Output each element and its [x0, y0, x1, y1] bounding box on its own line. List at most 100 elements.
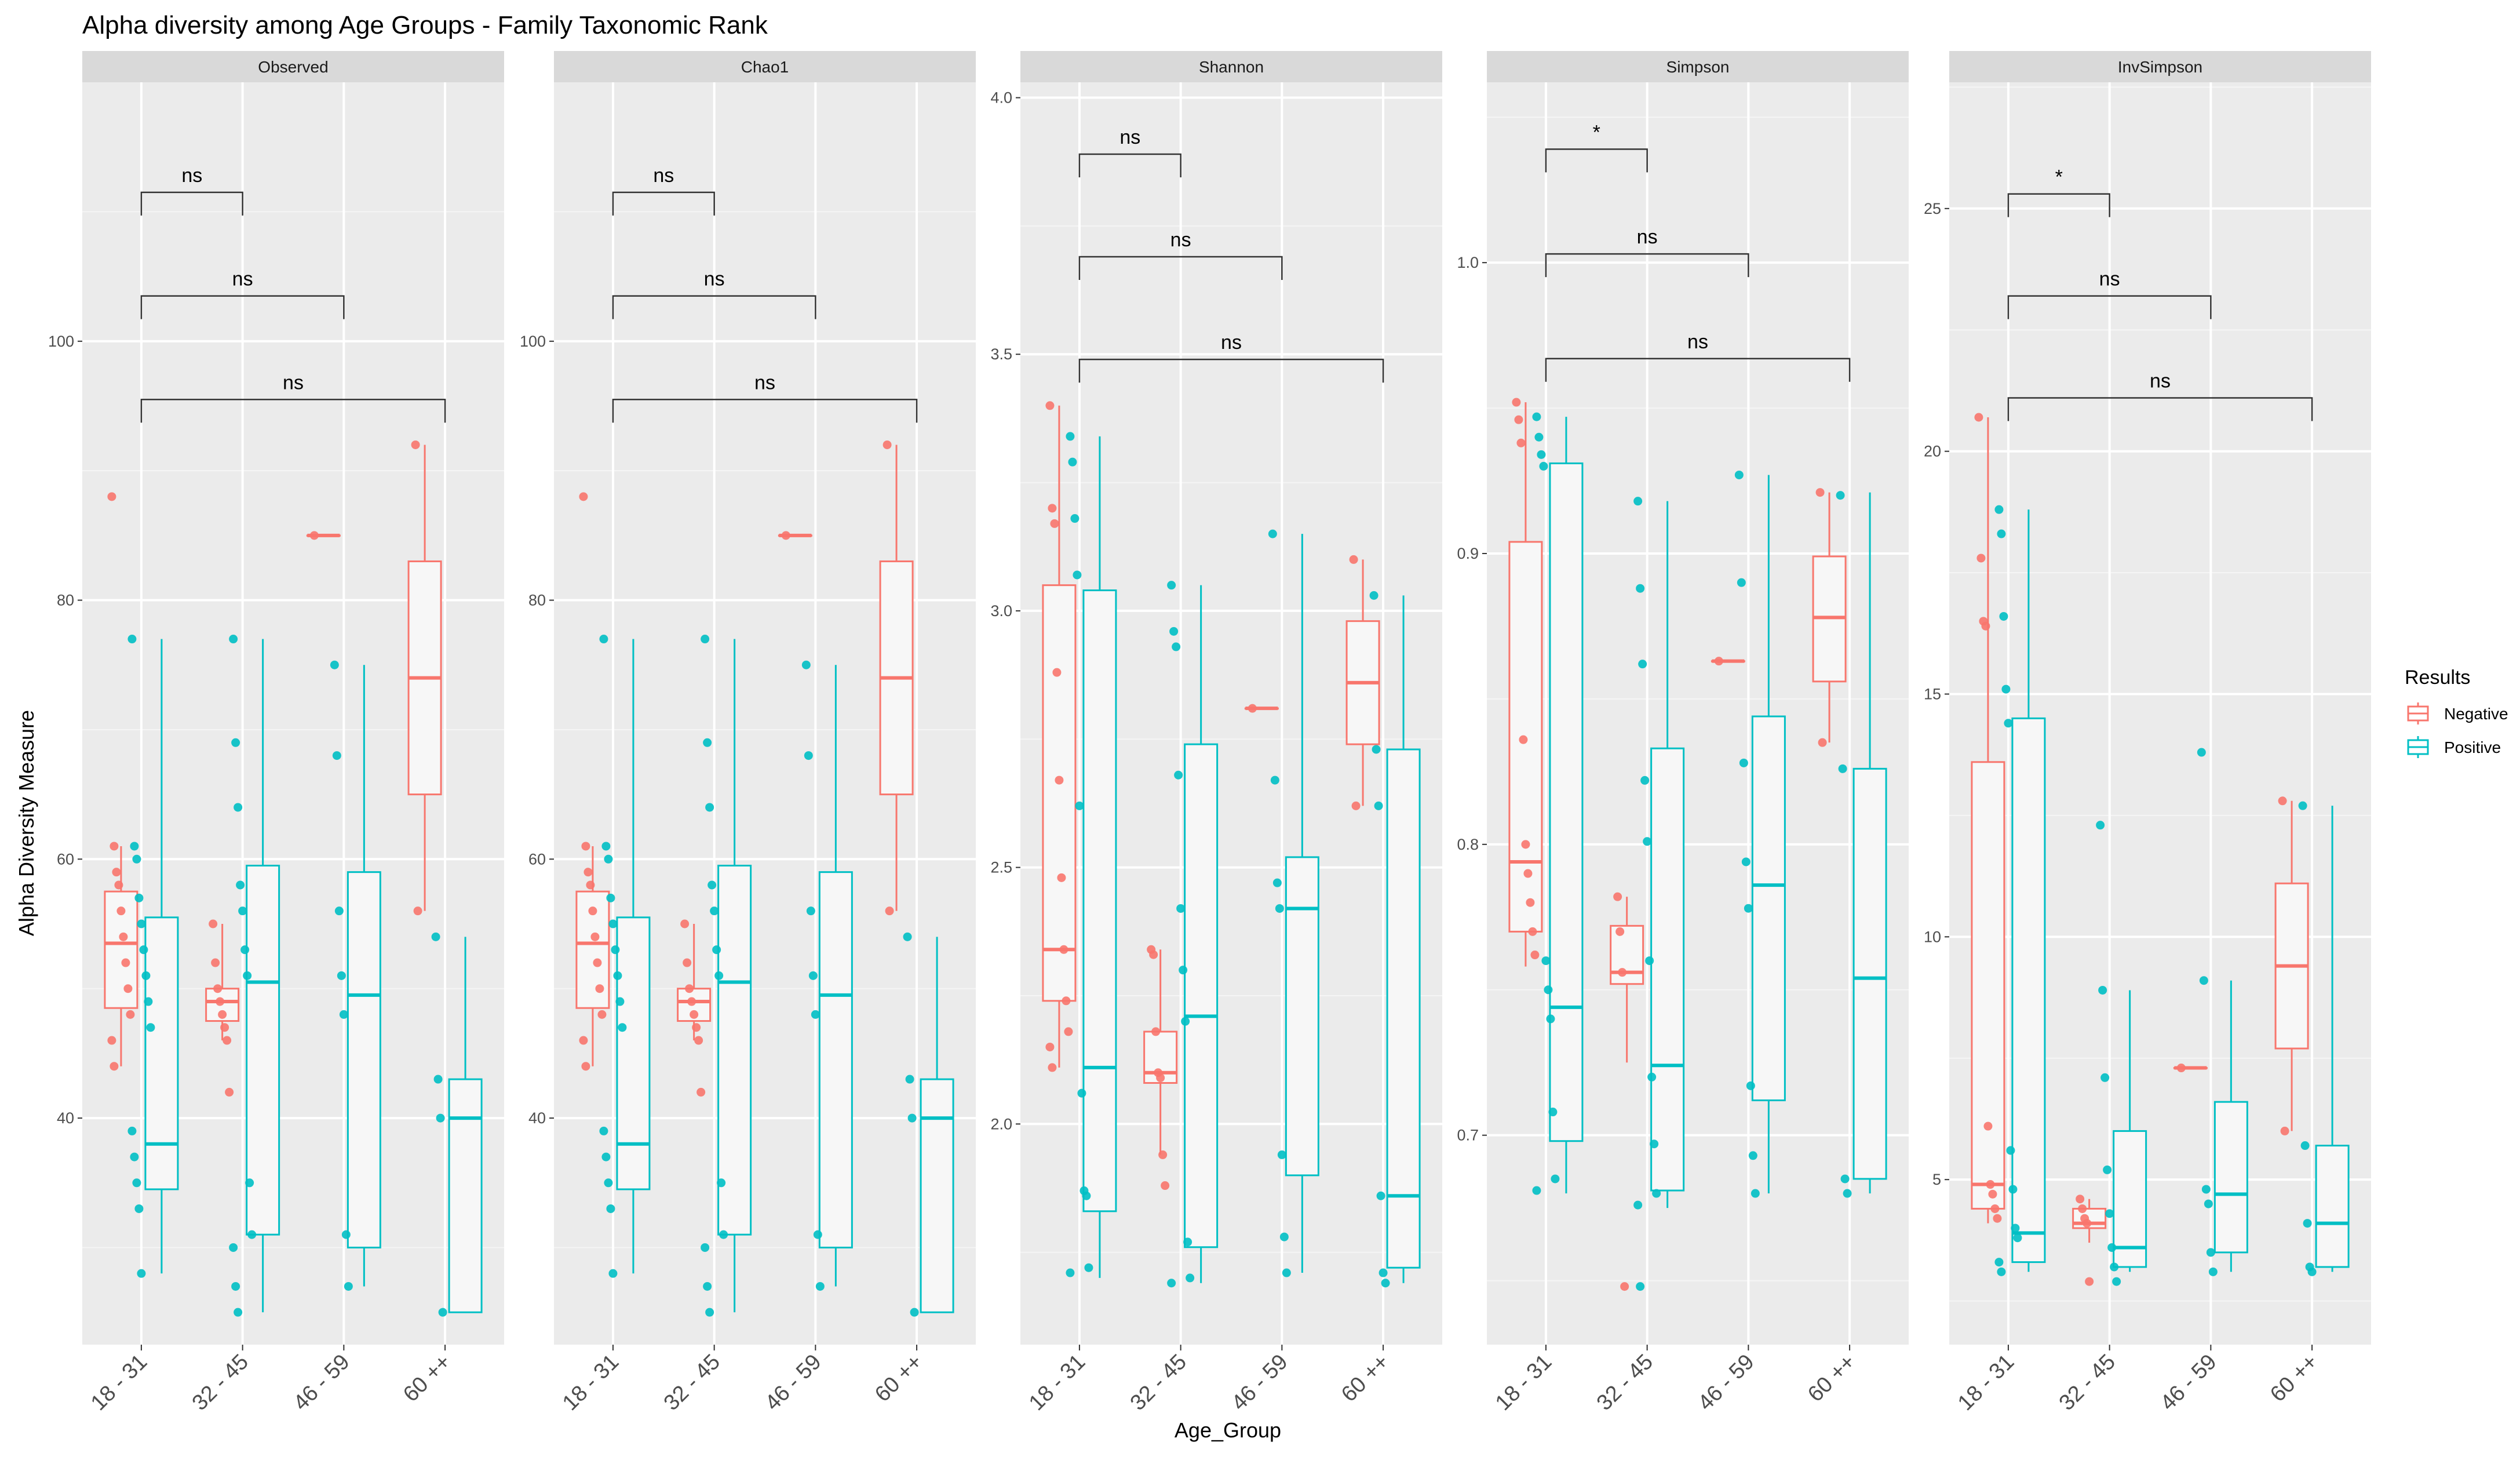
data-point [1516, 438, 1526, 447]
data-point [1169, 627, 1179, 636]
data-point [2298, 801, 2307, 810]
data-point [134, 893, 144, 902]
data-point [613, 971, 622, 980]
significance-label: ns [653, 165, 674, 187]
data-point [806, 906, 815, 916]
box-positive [1852, 492, 1887, 1194]
data-point [213, 984, 223, 993]
data-point [137, 919, 146, 929]
data-point [1633, 1200, 1643, 1210]
data-point [1974, 413, 1983, 422]
data-point [107, 492, 116, 501]
significance-bracket [2007, 397, 2313, 421]
data-point [1045, 1042, 1055, 1051]
box-positive [717, 639, 752, 1313]
data-point [107, 1036, 116, 1045]
data-point [1650, 1139, 1659, 1149]
data-point [1082, 1191, 1091, 1200]
data-point [211, 958, 220, 967]
significance-label: ns [232, 268, 253, 290]
data-point [595, 984, 604, 993]
data-point [2078, 1204, 2087, 1213]
box-body [1751, 715, 1786, 1101]
data-point [330, 660, 339, 669]
data-point [1277, 1150, 1286, 1159]
box-positive [144, 639, 179, 1274]
significance-bracket [1078, 153, 1181, 177]
data-point [2197, 748, 2206, 757]
data-point [1512, 398, 1521, 407]
data-point [615, 997, 625, 1006]
data-point [114, 880, 123, 890]
data-point [1993, 1214, 2002, 1223]
data-point [608, 919, 618, 929]
box-negative [1042, 405, 1077, 1068]
data-point [1534, 432, 1544, 442]
data-point [1714, 657, 1723, 666]
data-point [1381, 1279, 1390, 1288]
box-positive [1285, 534, 1319, 1273]
x-tick-label: 46 - 59 [760, 1350, 826, 1415]
panel-simpson: Simpson 0.7 0.8 0.9 1.0 18 - 31 32 - 45 46 - 59… [1457, 51, 1909, 1415]
significance-label: ns [283, 372, 304, 394]
data-point [1055, 775, 1064, 785]
significance-label: ns [181, 165, 202, 187]
box-body [2011, 717, 2046, 1264]
data-point [1521, 840, 1530, 849]
data-point [1541, 956, 1551, 966]
box-negative [407, 445, 442, 911]
data-point [1179, 966, 1188, 975]
data-point [341, 1230, 351, 1239]
data-point [1272, 878, 1282, 887]
panel-strip [1487, 51, 1909, 82]
significance-label: ns [1637, 226, 1658, 248]
data-point [1351, 801, 1361, 810]
data-point [2076, 1195, 2085, 1204]
data-point [309, 531, 319, 540]
data-point [705, 803, 714, 812]
data-point [1062, 996, 1071, 1006]
data-point [1057, 873, 1066, 882]
data-point [1838, 764, 1847, 773]
data-point [2201, 1185, 2211, 1194]
y-axis-title: Alpha Diversity Measure [14, 710, 38, 936]
data-point [606, 1204, 615, 1213]
x-tick-label: 18 - 31 [1953, 1350, 2019, 1415]
data-point [1986, 1180, 1995, 1189]
data-point [144, 997, 153, 1006]
significance-label: ns [2099, 268, 2120, 290]
data-point [132, 1178, 141, 1188]
data-point [599, 635, 608, 644]
data-point [701, 635, 710, 644]
data-point [694, 1036, 703, 1045]
y-tick-label: 3.0 [990, 602, 1012, 620]
y-tick-label: 3.5 [990, 345, 1012, 363]
y-tick-label: 60 [528, 850, 546, 868]
data-point [245, 1178, 254, 1188]
box-body [2315, 1145, 2350, 1268]
data-point [708, 880, 717, 890]
data-point [1156, 1073, 1165, 1083]
data-point [1615, 927, 1625, 936]
box-body [1971, 761, 2005, 1210]
data-point [1374, 801, 1383, 810]
x-tick-label: 32 - 45 [1592, 1350, 1658, 1415]
data-point [2278, 796, 2287, 806]
data-point [1640, 775, 1650, 785]
data-point [1647, 1072, 1657, 1082]
x-tick-label: 18 - 31 [86, 1350, 152, 1415]
data-point [1990, 1204, 2000, 1213]
data-point [680, 919, 690, 929]
data-point [1836, 491, 1845, 500]
data-point [1176, 904, 1186, 913]
data-point [1633, 497, 1643, 506]
box-negative [1971, 417, 2005, 1224]
significance-bracket [1078, 358, 1384, 383]
box-body [1042, 584, 1077, 1002]
data-point [1084, 1263, 1093, 1272]
significance-bracket [2007, 295, 2212, 319]
data-point [606, 893, 615, 902]
data-point [438, 1308, 447, 1317]
data-point [804, 751, 813, 760]
data-point [436, 1113, 445, 1123]
